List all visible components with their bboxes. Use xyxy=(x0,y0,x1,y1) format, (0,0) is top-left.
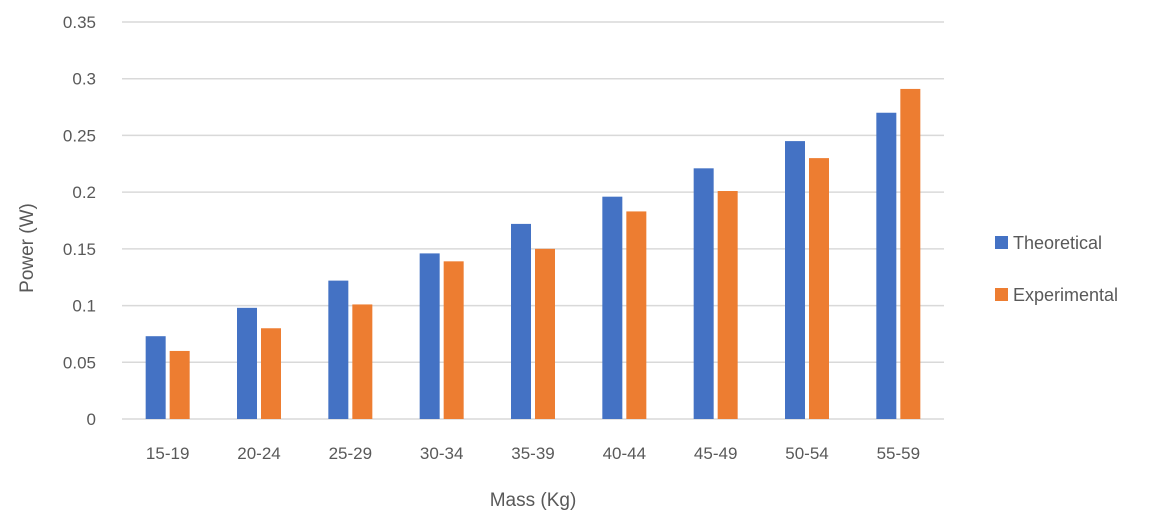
legend: Theoretical Experimental xyxy=(995,233,1118,305)
x-axis-ticks: 15-19 20-24 25-29 30-34 35-39 40-44 45-49 50-54… xyxy=(146,444,920,463)
y-tick-label: 0.35 xyxy=(63,13,96,32)
y-tick-label: 0.2 xyxy=(72,183,96,202)
bar-experimental-45-49 xyxy=(717,191,738,419)
x-axis-title: Mass (Kg) xyxy=(490,490,577,511)
legend-label-experimental: Experimental xyxy=(1013,285,1118,305)
bar-experimental-35-39 xyxy=(535,248,555,419)
x-tick-label: 35-39 xyxy=(511,444,554,463)
legend-swatch-experimental xyxy=(995,288,1008,301)
bar-theoretical-55-59 xyxy=(876,112,897,419)
y-tick-label: 0.05 xyxy=(63,353,96,372)
bar-experimental-30-34 xyxy=(443,261,464,419)
bar-experimental-25-29 xyxy=(352,304,373,419)
bar-experimental-40-44 xyxy=(626,211,647,419)
legend-label-theoretical: Theoretical xyxy=(1013,233,1102,253)
bar-theoretical-50-54 xyxy=(785,141,805,419)
bar-theoretical-20-24 xyxy=(237,307,257,419)
bar-theoretical-30-34 xyxy=(419,253,440,419)
bar-experimental-50-54 xyxy=(809,158,829,419)
y-tick-label: 0.15 xyxy=(63,240,96,259)
y-tick-label: 0.1 xyxy=(72,297,96,316)
y-tick-label: 0.25 xyxy=(63,126,96,145)
gridlines xyxy=(122,21,944,420)
bar-theoretical-25-29 xyxy=(328,280,349,419)
bar-experimental-15-19 xyxy=(169,350,190,419)
x-tick-label: 55-59 xyxy=(877,444,920,463)
legend-swatch-theoretical xyxy=(995,236,1008,249)
x-tick-label: 50-54 xyxy=(785,444,828,463)
y-tick-label: 0.3 xyxy=(72,70,96,89)
x-tick-label: 45-49 xyxy=(694,444,737,463)
bar-theoretical-45-49 xyxy=(693,168,714,419)
y-axis-title: Power (W) xyxy=(17,203,38,293)
x-tick-label: 20-24 xyxy=(237,444,280,463)
x-tick-label: 40-44 xyxy=(603,444,646,463)
y-tick-label: 0 xyxy=(87,410,96,429)
x-tick-label: 30-34 xyxy=(420,444,463,463)
bars xyxy=(145,88,921,420)
bar-theoretical-40-44 xyxy=(602,196,623,419)
bar-theoretical-15-19 xyxy=(145,336,166,419)
bar-experimental-55-59 xyxy=(900,88,921,420)
bar-theoretical-35-39 xyxy=(511,223,531,419)
x-tick-label: 15-19 xyxy=(146,444,189,463)
x-tick-label: 25-29 xyxy=(329,444,372,463)
y-axis-ticks: 0 0.05 0.1 0.15 0.2 0.25 0.3 0.35 xyxy=(63,13,96,429)
bar-experimental-20-24 xyxy=(261,328,281,419)
